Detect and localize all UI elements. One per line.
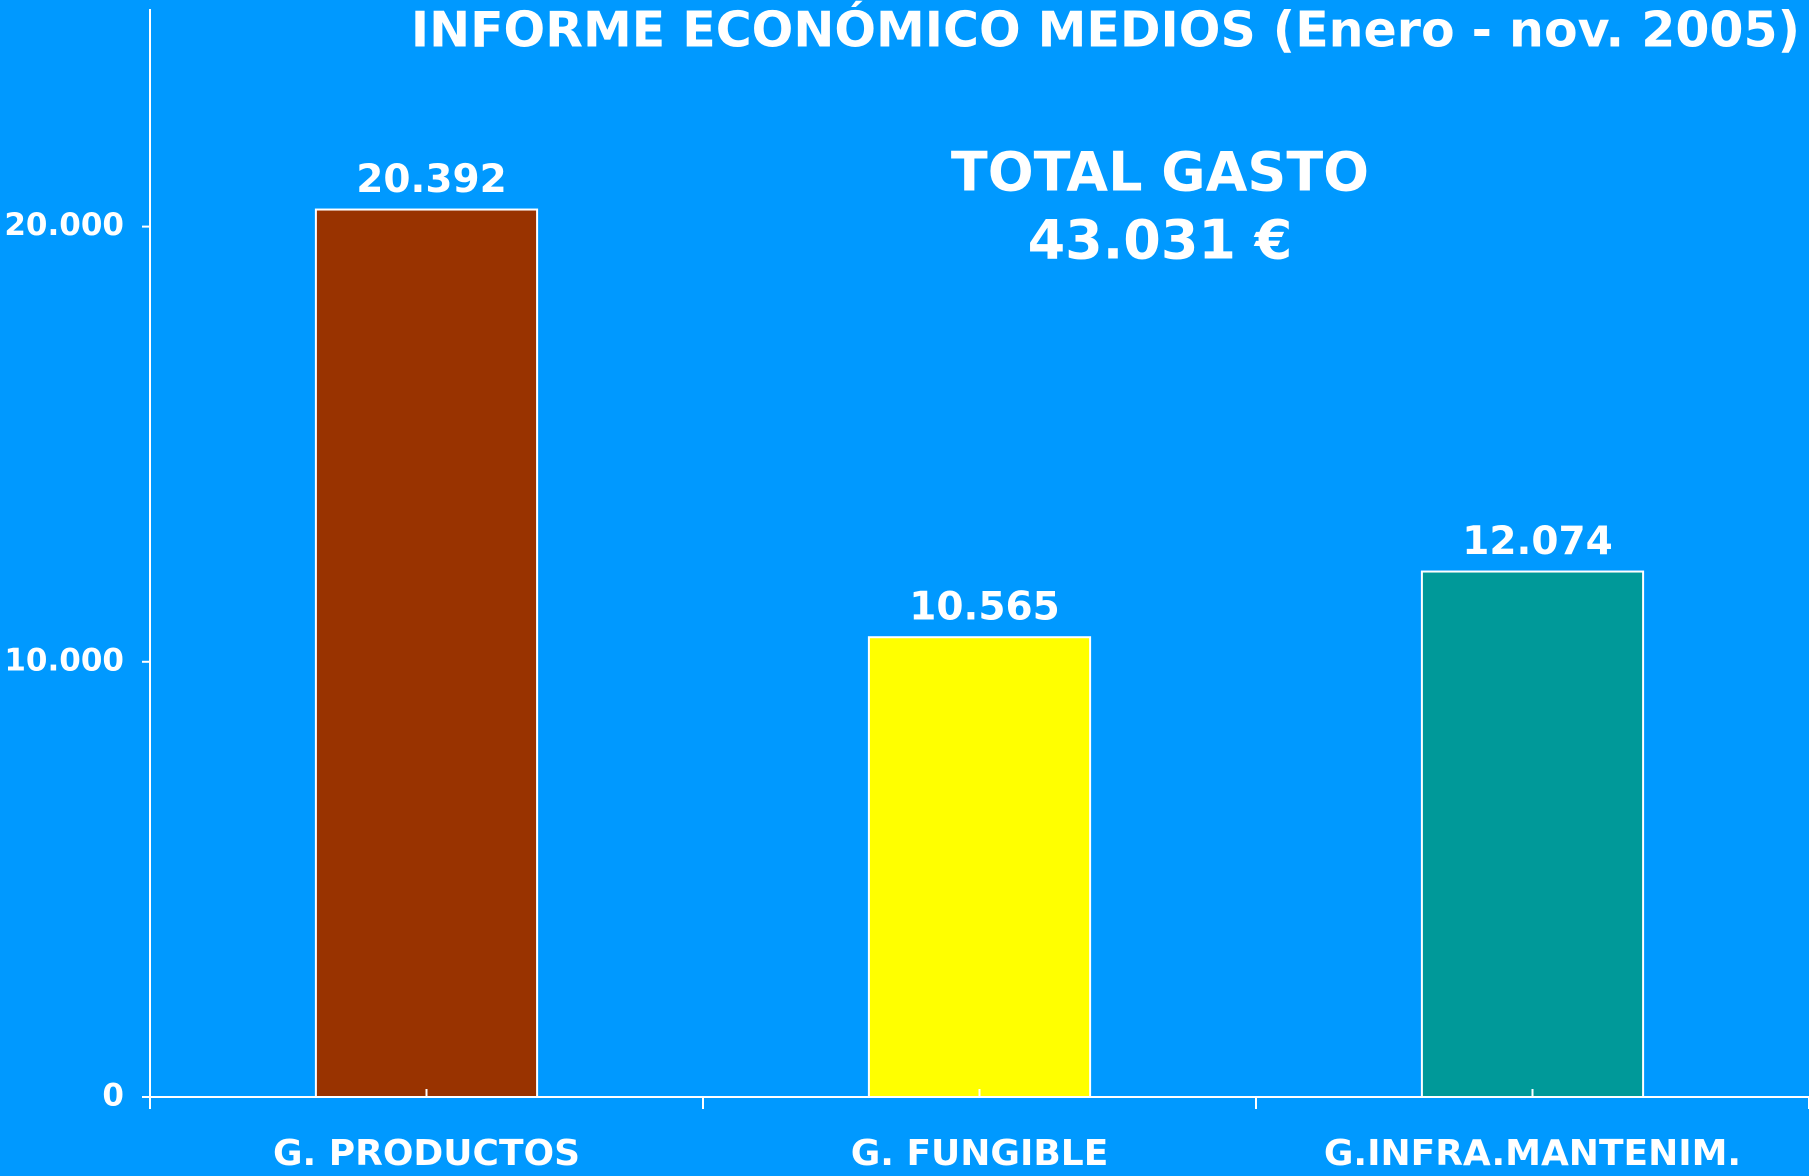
bar — [867, 636, 1092, 1098]
y-tick-label: 10.000 — [4, 642, 124, 678]
annotation: TOTAL GASTO — [951, 141, 1369, 204]
bar — [314, 208, 539, 1098]
x-tick-label: G. FUNGIBLE — [851, 1133, 1109, 1174]
value-label: 12.074 — [1462, 519, 1613, 564]
bar — [1420, 570, 1645, 1098]
value-label: 20.392 — [356, 157, 507, 202]
x-tick-label: G.INFRA.MANTENIM. — [1324, 1133, 1741, 1174]
value-label: 10.565 — [909, 585, 1060, 630]
y-tick-label: 20.000 — [4, 207, 124, 243]
x-tick-label: G. PRODUCTOS — [273, 1133, 580, 1174]
y-tick-label: 0 — [102, 1078, 124, 1114]
annotation: 43.031 € — [1028, 209, 1293, 272]
chart-title: INFORME ECONÓMICO MEDIOS (Enero - nov. 2… — [411, 0, 1800, 59]
